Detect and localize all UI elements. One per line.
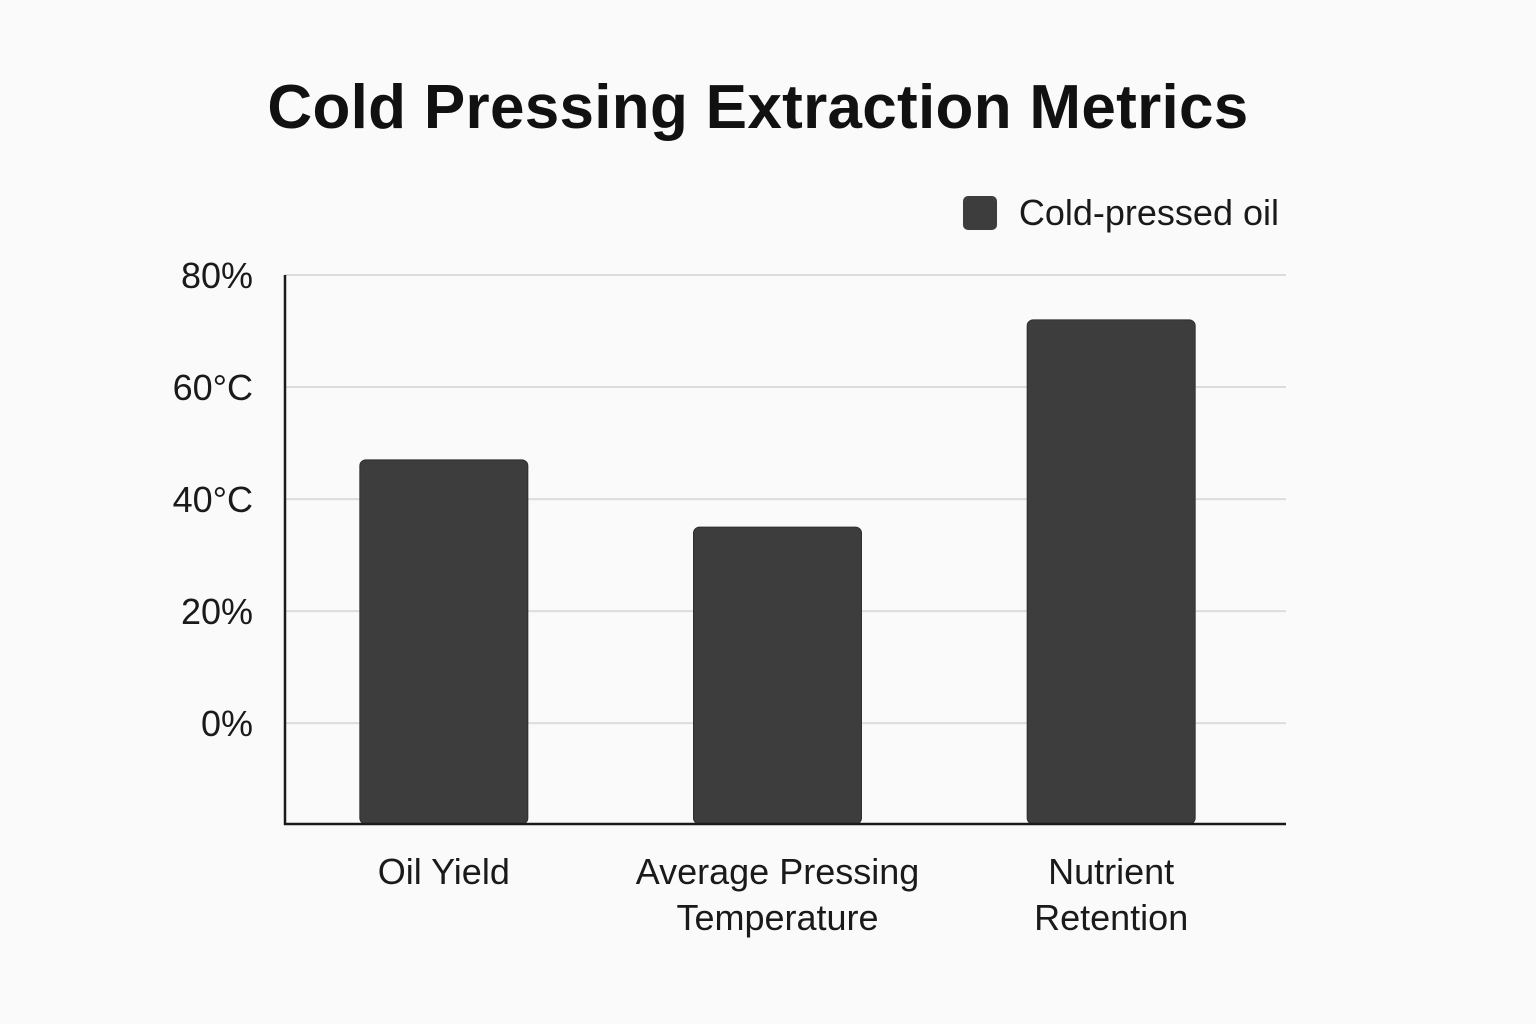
- bar-layer: [359, 319, 1196, 825]
- axis-layer: [283, 275, 1286, 826]
- legend: Cold-pressed oil: [962, 192, 1279, 234]
- y-tick-label: 20%: [181, 591, 253, 632]
- chart-title: Cold Pressing Extraction Metrics: [267, 73, 1249, 142]
- y-tick-label: 80%: [181, 255, 253, 296]
- label-layer: 0% 20% 40°C 60°C 80% Oil Yield Average Pressin…: [173, 255, 1189, 938]
- bar: [693, 526, 862, 825]
- bar: [1026, 319, 1196, 825]
- bar: [359, 459, 529, 825]
- x-tick-label: Average Pressing Temperature: [636, 851, 920, 938]
- y-tick-label: 0%: [201, 703, 253, 744]
- x-tick-label: Oil Yield: [378, 851, 510, 892]
- legend-swatch: [962, 196, 997, 230]
- y-tick-label: 40°C: [173, 479, 253, 520]
- x-tick-label: Nutrient Retention: [1034, 851, 1188, 938]
- y-tick-label: 60°C: [173, 367, 253, 408]
- legend-label: Cold-pressed oil: [1018, 192, 1279, 233]
